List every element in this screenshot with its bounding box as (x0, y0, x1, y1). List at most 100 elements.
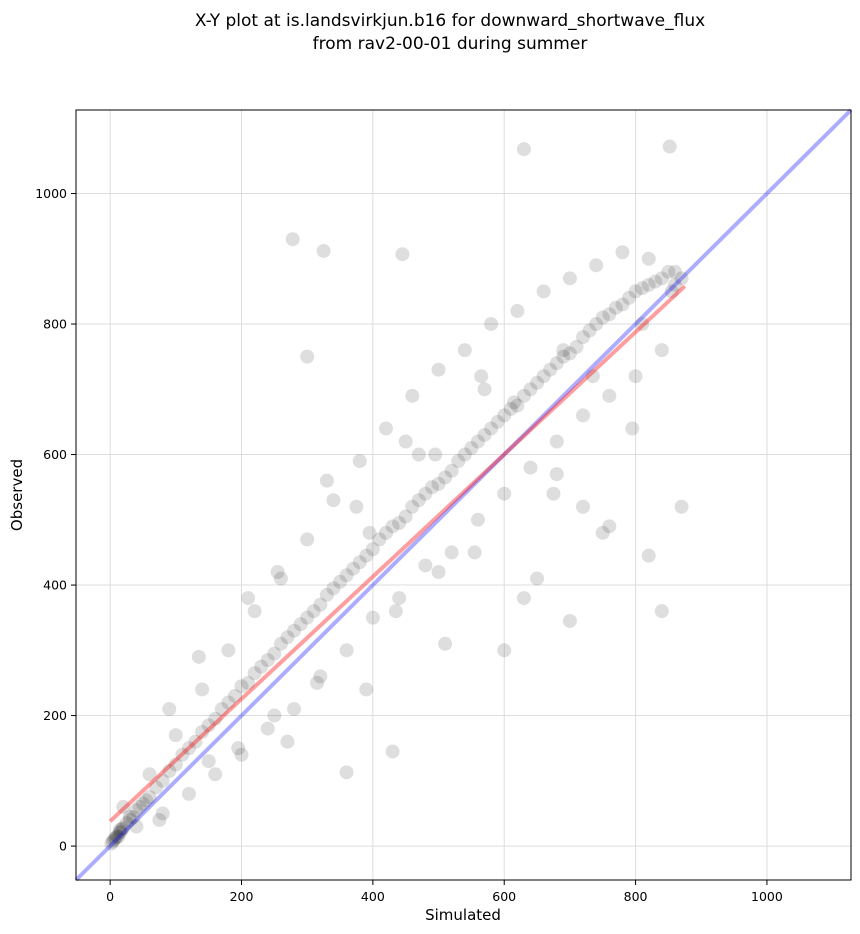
data-point (431, 362, 446, 377)
data-point (507, 395, 522, 410)
data-point (470, 434, 485, 449)
data-point (388, 604, 403, 619)
x-tick-label: 600 (492, 889, 516, 904)
data-point (119, 816, 134, 831)
data-point (516, 142, 531, 157)
data-point (326, 493, 341, 508)
chart-title-line-1: X-Y plot at is.landsvirkjun.b16 for down… (195, 11, 705, 31)
data-point (467, 545, 482, 560)
data-point (339, 643, 354, 658)
data-point (484, 421, 499, 436)
data-point (132, 799, 147, 814)
data-point (155, 806, 170, 821)
data-point (352, 555, 367, 570)
data-point (667, 277, 682, 292)
data-point (477, 427, 492, 442)
data-point (490, 414, 505, 429)
data-point (339, 568, 354, 583)
fit-line (108, 284, 687, 823)
data-point (142, 790, 157, 805)
data-point (359, 548, 374, 563)
data-point (313, 669, 328, 684)
data-point (674, 499, 689, 514)
data-point (168, 757, 183, 772)
y-axis-label: Observed (8, 459, 26, 531)
data-point (112, 826, 127, 841)
data-point (438, 470, 453, 485)
data-point (503, 401, 518, 416)
x-tick-label: 800 (624, 889, 648, 904)
data-point (379, 525, 393, 540)
data-point (260, 653, 275, 668)
data-point (188, 734, 203, 749)
data-point (313, 597, 328, 612)
data-point (129, 819, 144, 834)
data-point (628, 369, 643, 384)
data-point (149, 780, 164, 795)
data-point (280, 734, 295, 749)
plot-frame (75, 109, 852, 881)
data-point (398, 434, 413, 449)
data-point (108, 831, 123, 846)
data-point (595, 525, 610, 540)
data-point (582, 323, 597, 338)
data-point (114, 822, 129, 837)
data-point (444, 463, 459, 478)
data-point (622, 290, 637, 305)
grid (76, 110, 851, 880)
data-point (457, 447, 472, 462)
data-point (530, 571, 545, 586)
data-point (372, 532, 387, 547)
data-point (273, 571, 288, 586)
data-point (411, 447, 426, 462)
data-point (411, 493, 426, 508)
data-point (385, 519, 400, 534)
data-point (191, 649, 206, 664)
data-point (664, 284, 679, 299)
data-point (661, 264, 676, 279)
data-point (418, 558, 433, 573)
data-point (105, 834, 120, 849)
data-point (352, 454, 367, 469)
y-tick-label: 200 (43, 708, 67, 723)
data-point (510, 398, 525, 413)
data-point (155, 773, 170, 788)
data-point (523, 460, 538, 475)
data-point (349, 499, 364, 514)
data-point (122, 812, 137, 827)
data-point (113, 822, 128, 837)
data-point (168, 728, 183, 743)
data-point (424, 480, 439, 495)
data-point (444, 545, 459, 560)
data-point (530, 375, 545, 390)
data-point (116, 820, 131, 835)
data-point (635, 317, 650, 332)
data-point (392, 591, 407, 606)
data-point (562, 346, 577, 361)
data-point (549, 467, 564, 482)
data-point (362, 525, 377, 540)
data-point (625, 421, 640, 436)
data-point (221, 695, 236, 710)
data-point (654, 343, 669, 358)
data-point (405, 388, 420, 403)
y-tick-label: 1000 (35, 186, 67, 201)
data-point (316, 243, 331, 258)
data-point (510, 303, 525, 318)
data-point (201, 754, 216, 769)
trend-lines (74, 108, 853, 882)
x-tick-label: 200 (230, 889, 254, 904)
data-point (113, 824, 128, 839)
data-point (116, 799, 131, 814)
data-point (451, 454, 466, 469)
x-tick-label: 1000 (751, 889, 783, 904)
data-point (405, 499, 420, 514)
data-point (139, 793, 154, 808)
data-point (428, 447, 443, 462)
data-point (201, 718, 216, 733)
x-tick-label: 0 (106, 889, 114, 904)
data-point (477, 382, 492, 397)
data-point (300, 610, 315, 625)
y-axis-ticks: 0 200 400 600 800 1000 (35, 186, 76, 854)
data-point (208, 711, 223, 726)
